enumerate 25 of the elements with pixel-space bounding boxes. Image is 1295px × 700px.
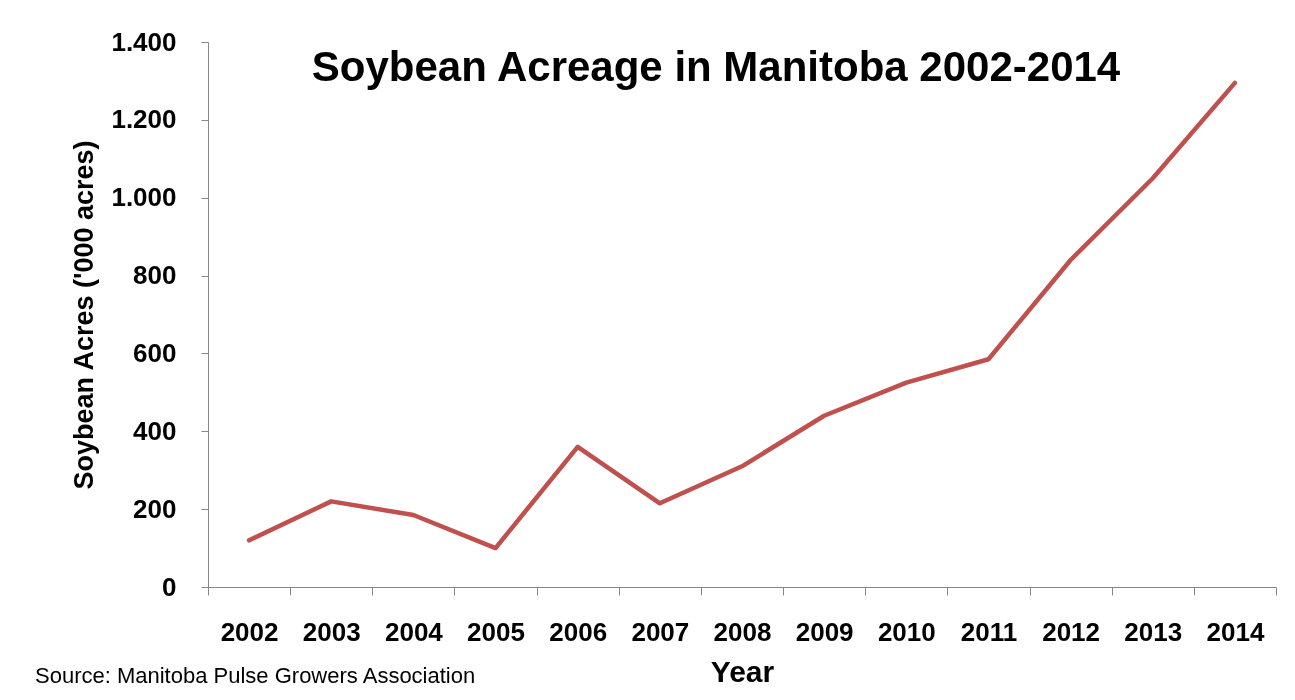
- chart-title: Soybean Acreage in Manitoba 2002-2014: [311, 43, 1121, 90]
- x-tick-label: 2004: [384, 616, 444, 647]
- y-tick-label: 1.200: [111, 104, 177, 135]
- y-tick-label: 400: [133, 415, 177, 446]
- source-note: Source: Manitoba Pulse Growers Association: [35, 663, 476, 688]
- x-tick-label: 2009: [795, 616, 854, 647]
- x-tick-label: 2010: [877, 616, 936, 647]
- y-tick-label: 0: [162, 571, 177, 602]
- y-tick-label: 200: [133, 493, 177, 524]
- x-tick-label: 2005: [467, 616, 525, 647]
- x-tick-label: 2006: [549, 616, 608, 647]
- x-tick-label: 2008: [713, 616, 772, 647]
- x-tick-label: 2002: [220, 616, 279, 647]
- x-tick-label: 2014: [1206, 616, 1265, 647]
- y-tick-label: 600: [133, 337, 177, 368]
- y-tick-label: 1.000: [111, 182, 177, 213]
- x-tick-label: 2003: [302, 616, 361, 647]
- y-axis-title: Soybean Acres ('000 acres): [69, 140, 100, 490]
- x-tick-label: 2007: [631, 616, 690, 647]
- x-tick-label: 2011: [960, 616, 1018, 647]
- x-tick-label: 2012: [1042, 616, 1101, 647]
- y-tick-label: 1.400: [111, 26, 177, 57]
- x-tick-label: 2013: [1124, 616, 1183, 647]
- y-tick-label: 800: [133, 260, 177, 291]
- x-axis-title: Year: [710, 654, 775, 688]
